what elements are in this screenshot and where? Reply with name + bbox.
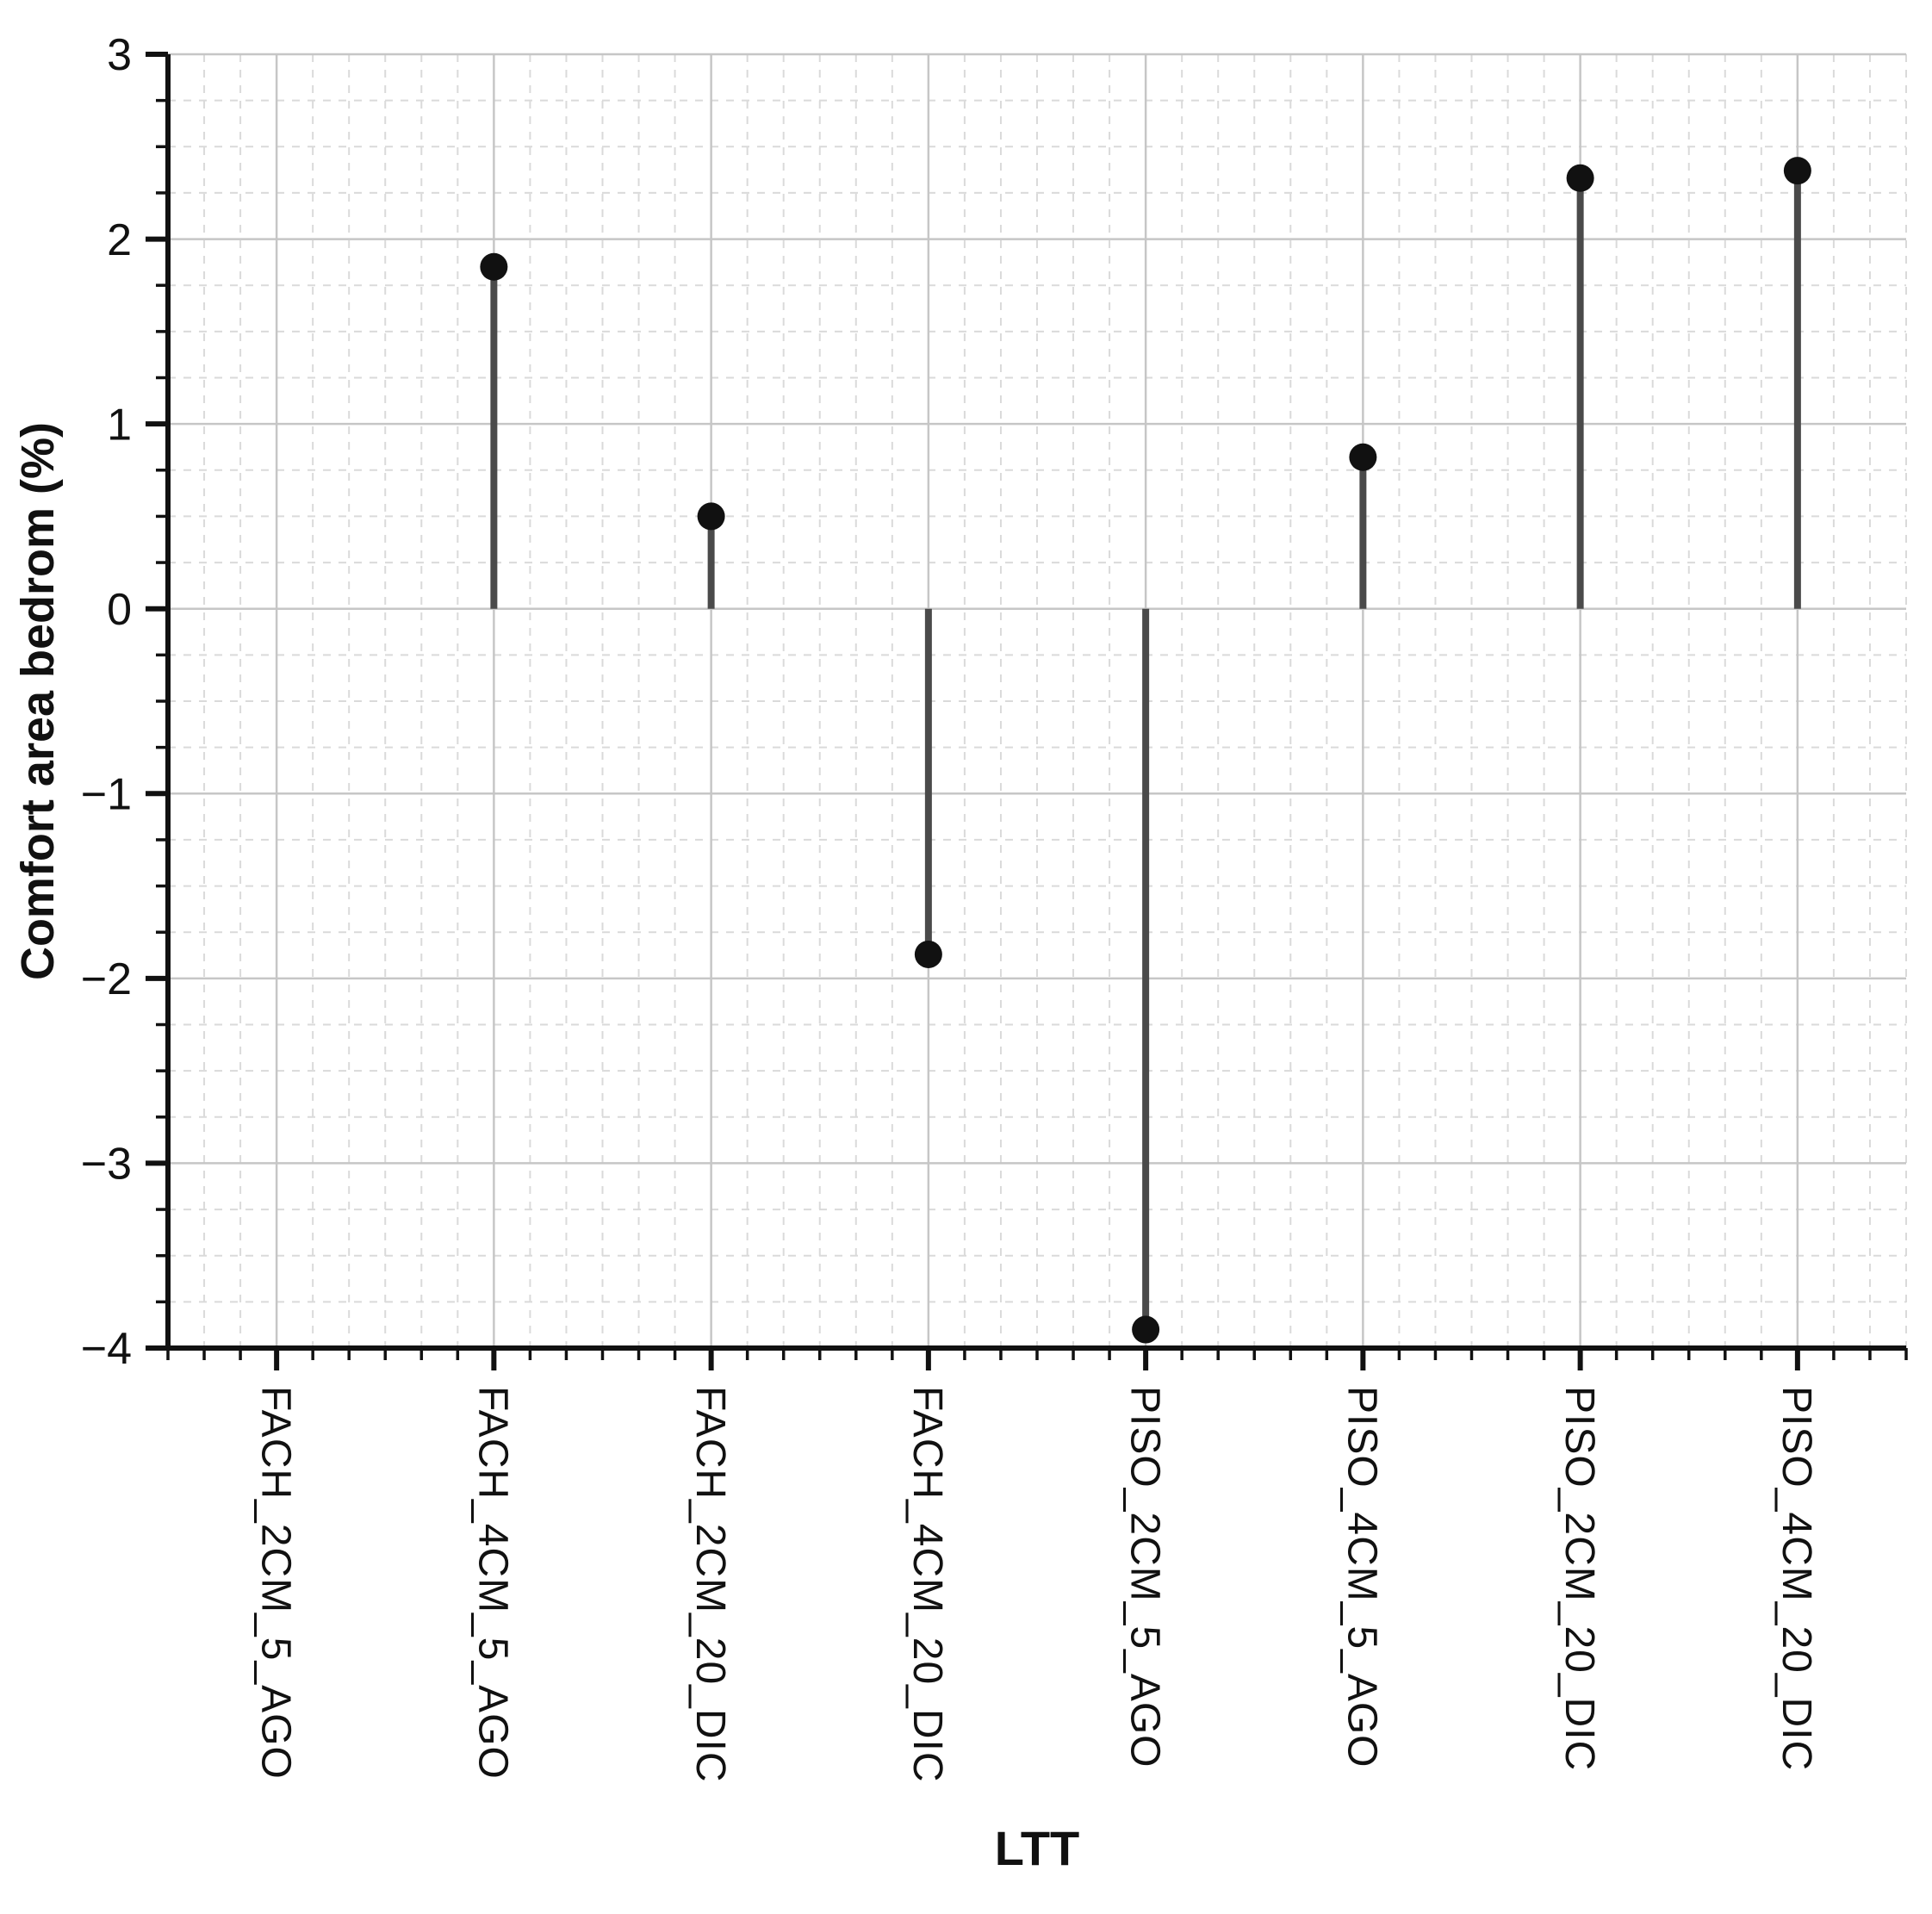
svg-text:0: 0 xyxy=(107,585,132,635)
svg-text:−2: −2 xyxy=(81,954,132,1004)
x-tick-label: PISO_4CM_20_DIC xyxy=(1774,1386,1819,1771)
x-tick-label: PISO_2CM_20_DIC xyxy=(1556,1386,1602,1771)
svg-text:3: 3 xyxy=(107,30,132,80)
x-tick-label: FACH_2CM_20_DIC xyxy=(687,1386,733,1783)
svg-text:1: 1 xyxy=(107,400,132,450)
svg-text:−1: −1 xyxy=(81,769,132,819)
x-tick-label: FACH_2CM_5_AGO xyxy=(252,1386,298,1780)
x-axis-title: LTT xyxy=(995,1821,1079,1875)
x-tick-label: PISO_2CM_5_AGO xyxy=(1121,1386,1167,1768)
svg-text:−3: −3 xyxy=(81,1140,132,1190)
svg-text:2: 2 xyxy=(107,215,132,265)
x-tick-label: FACH_4CM_20_DIC xyxy=(904,1386,950,1783)
svg-text:−4: −4 xyxy=(81,1324,132,1374)
y-axis-title: Comfort area bedrom (%) xyxy=(12,422,64,980)
x-tick-label: PISO_4CM_5_AGO xyxy=(1339,1386,1385,1768)
x-tick-label: FACH_4CM_5_AGO xyxy=(470,1386,516,1780)
